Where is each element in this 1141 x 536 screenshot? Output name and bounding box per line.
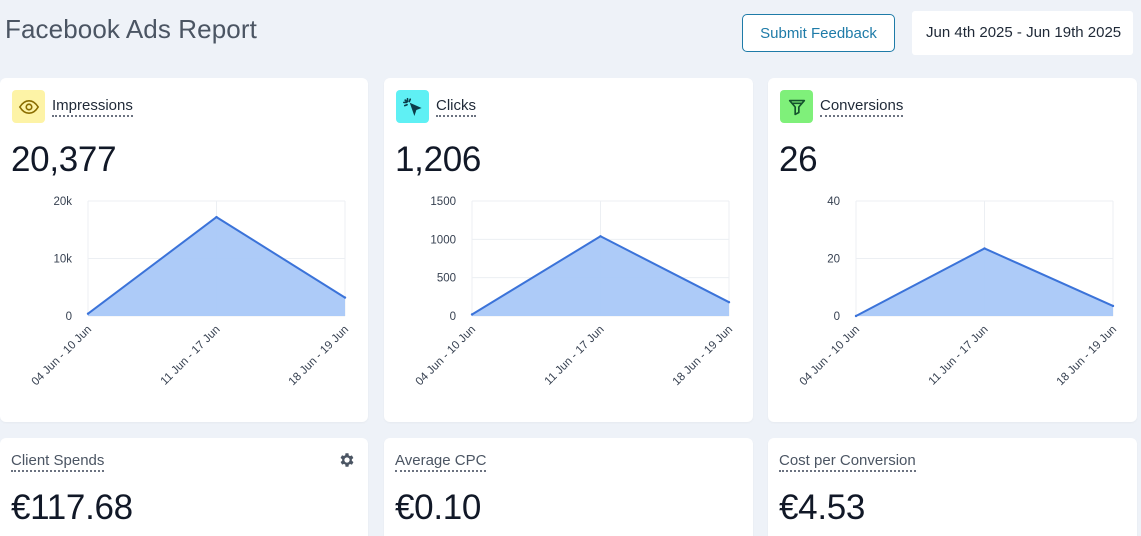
submit-feedback-button[interactable]: Submit Feedback [742, 14, 895, 52]
data-point[interactable] [470, 313, 474, 316]
impressions-card: Impressions 20,377 0 10k 20k 04 Jun - 10 Ju… [0, 78, 368, 422]
cursor-click-icon [396, 90, 429, 123]
client-spends-value: €117.68 [11, 488, 133, 527]
impressions-chart: 0 10k 20k 04 Jun - 10 Jun 11 Jun - 17 Jun 18 … [30, 196, 352, 389]
area-fill [856, 248, 1113, 316]
y-tick-label: 20k [53, 196, 72, 208]
impressions-header: Impressions [12, 90, 133, 123]
x-tick-label: 18 Jun - 19 Jun [1055, 324, 1120, 389]
cost-per-conversion-label[interactable]: Cost per Conversion [779, 452, 916, 472]
x-tick-label: 11 Jun - 17 Jun [927, 324, 991, 388]
conversions-card: Conversions 26 0 20 40 04 Jun - 10 Jun 11 Ju… [768, 78, 1137, 422]
data-point[interactable] [727, 301, 731, 304]
clicks-header: Clicks [396, 90, 476, 123]
data-point[interactable] [215, 215, 218, 219]
x-tick-label: 04 Jun - 10 Jun [414, 324, 479, 389]
y-tick-label: 1500 [430, 196, 456, 208]
clicks-value: 1,206 [395, 140, 482, 179]
x-tick-label: 18 Jun - 19 Jun [671, 324, 736, 389]
y-tick-label: 0 [450, 311, 456, 323]
clicks-card: Clicks 1,206 0 500 1000 1500 04 Jun - 10 Jun… [384, 78, 753, 422]
clicks-chart: 0 500 1000 1500 04 Jun - 10 Jun 11 Jun - 17 J… [414, 196, 736, 389]
x-tick-label: 04 Jun - 10 Jun [30, 324, 95, 389]
x-tick-label: 18 Jun - 19 Jun [287, 324, 352, 389]
data-point[interactable] [1111, 304, 1115, 308]
data-point[interactable] [599, 235, 602, 238]
client-spends-header: Client Spends [11, 452, 105, 472]
impressions-value: 20,377 [11, 140, 117, 179]
x-tick-label: 11 Jun - 17 Jun [543, 324, 607, 388]
conversions-label[interactable]: Conversions [820, 97, 904, 117]
date-range-picker[interactable]: Jun 4th 2025 - Jun 19th 2025 [912, 11, 1133, 55]
data-point[interactable] [86, 312, 90, 315]
conversions-chart: 0 20 40 04 Jun - 10 Jun 11 Jun - 17 Jun 18 Ju… [798, 196, 1120, 389]
x-tick-label: 11 Jun - 17 Jun [159, 324, 223, 388]
funnel-icon [780, 90, 813, 123]
area-fill [88, 217, 345, 316]
y-tick-label: 1000 [430, 234, 456, 246]
y-tick-label: 10k [53, 254, 72, 266]
page-title: Facebook Ads Report [5, 14, 257, 44]
clicks-label[interactable]: Clicks [436, 97, 476, 117]
average-cpc-header: Average CPC [395, 452, 487, 472]
x-tick-label: 04 Jun - 10 Jun [798, 324, 863, 389]
client-spends-label[interactable]: Client Spends [11, 452, 105, 472]
average-cpc-card: Average CPC €0.10 [384, 438, 753, 536]
eye-icon [12, 90, 45, 123]
conversions-value: 26 [779, 140, 818, 179]
gear-icon[interactable] [338, 451, 356, 469]
y-tick-label: 500 [437, 273, 456, 285]
cost-per-conversion-card: Cost per Conversion €4.53 [768, 438, 1137, 536]
average-cpc-label[interactable]: Average CPC [395, 452, 487, 472]
y-tick-label: 20 [827, 254, 840, 266]
area-fill [472, 236, 729, 316]
y-tick-label: 40 [827, 196, 840, 208]
data-point[interactable] [983, 247, 986, 250]
cost-per-conversion-value: €4.53 [779, 488, 866, 527]
cost-per-conversion-header: Cost per Conversion [779, 452, 916, 472]
average-cpc-value: €0.10 [395, 488, 482, 527]
y-tick-label: 0 [834, 311, 840, 323]
data-point[interactable] [343, 296, 347, 299]
impressions-label[interactable]: Impressions [52, 97, 133, 117]
y-tick-label: 0 [66, 311, 72, 323]
data-point[interactable] [854, 314, 858, 318]
client-spends-card: Client Spends €117.68 [0, 438, 368, 536]
conversions-header: Conversions [780, 90, 904, 123]
